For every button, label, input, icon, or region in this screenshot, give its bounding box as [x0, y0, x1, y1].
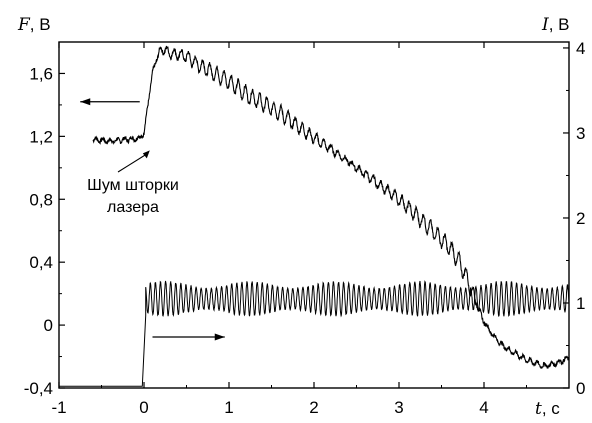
svg-text:t, с: t, с [535, 399, 560, 418]
x-tick-label: 2 [309, 398, 318, 417]
svg-text:F, В: F, В [17, 15, 51, 35]
y-tick-label-right: 0 [576, 379, 585, 398]
x-axis-title: t, с [535, 399, 560, 418]
x-tick-label: 0 [139, 398, 148, 417]
annotation-line-1: Шум шторки [87, 177, 179, 194]
y-axis-title-right: I, В [541, 15, 570, 35]
annotation-pointer-head [143, 150, 150, 158]
arrow-left-head [80, 98, 90, 105]
series-F-line [93, 46, 569, 369]
y-tick-label-left: 0 [44, 316, 53, 335]
y-tick-label-left: 0,8 [29, 190, 53, 209]
y-axis-title-right-unit: , В [549, 15, 570, 34]
x-tick-label: 4 [479, 398, 488, 417]
y-tick-label-left: -0,4 [24, 379, 53, 398]
annotation-line-2: лазера [107, 199, 159, 216]
y-tick-label-right: 4 [576, 39, 585, 58]
annotation-shutter-noise: Шум шторки лазера [87, 177, 179, 216]
y-axis-title-left-unit: , В [30, 15, 51, 34]
y-tick-label-right: 1 [576, 294, 585, 313]
svg-text:I, В: I, В [541, 15, 570, 35]
x-tick-label: -1 [51, 398, 66, 417]
y-tick-label-right: 2 [576, 209, 585, 228]
x-axis-title-unit: , с [542, 399, 560, 418]
annotation-pointer [118, 153, 148, 172]
y-axis-title-left: F, В [17, 15, 51, 35]
x-tick-label: 1 [224, 398, 233, 417]
y-tick-label-left: 1,6 [29, 64, 53, 83]
series-I-line [59, 281, 569, 386]
y-tick-label-left: 0,4 [29, 253, 53, 272]
y-tick-label-left: 1,2 [29, 127, 53, 146]
y-tick-label-right: 3 [576, 124, 585, 143]
arrow-right-head [215, 333, 225, 340]
x-tick-label: 3 [394, 398, 403, 417]
